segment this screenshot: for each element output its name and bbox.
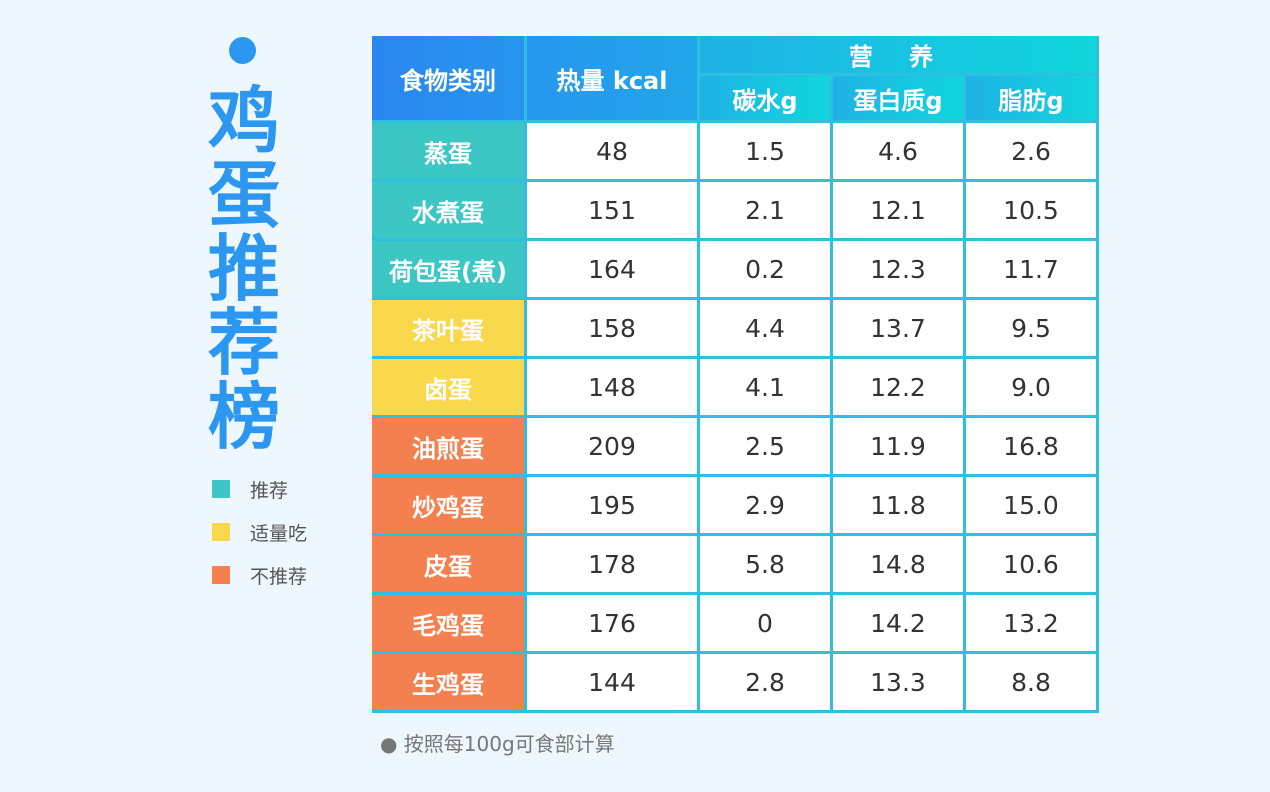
carbs-cell: 2.9 <box>700 477 833 536</box>
name-cell: 蒸蛋 <box>372 123 527 182</box>
header-category: 食物类别 <box>372 36 527 123</box>
protein-cell: 14.2 <box>833 595 966 654</box>
egg-nutrition-table: 食物类别 热量 kcal 营 养 碳水g 蛋白质g 脂肪g 蒸蛋 48 1.5 4.6… <box>372 36 1100 713</box>
legend-label: 推荐 <box>250 479 289 502</box>
calories-cell: 176 <box>527 595 700 654</box>
table-row: 茶叶蛋 158 4.4 13.7 9.5 <box>372 300 1100 359</box>
page-title: 鸡蛋推荐榜 <box>204 84 284 454</box>
fat-cell: 10.5 <box>966 182 1100 241</box>
title-char: 推 <box>207 227 280 311</box>
protein-cell: 12.3 <box>833 241 966 300</box>
fat-cell: 15.0 <box>966 477 1100 536</box>
calories-cell: 151 <box>527 182 700 241</box>
table-row: 蒸蛋 48 1.5 4.6 2.6 <box>372 123 1100 182</box>
fat-cell: 9.5 <box>966 300 1100 359</box>
carbs-cell: 2.1 <box>700 182 833 241</box>
footnote: ● 按照每100g可食部计算 <box>380 732 615 756</box>
protein-cell: 13.3 <box>833 654 966 713</box>
protein-cell: 12.2 <box>833 359 966 418</box>
name-cell: 生鸡蛋 <box>372 654 527 713</box>
fat-cell: 11.7 <box>966 241 1100 300</box>
legend-swatch <box>212 480 230 498</box>
carbs-cell: 4.4 <box>700 300 833 359</box>
legend-label: 不推荐 <box>250 565 308 588</box>
table-row: 卤蛋 148 4.1 12.2 9.0 <box>372 359 1100 418</box>
header-nutrition-group: 营 养 <box>700 36 1100 76</box>
carbs-cell: 2.5 <box>700 418 833 477</box>
name-cell: 卤蛋 <box>372 359 527 418</box>
legend-item: 适量吃 <box>212 521 308 545</box>
calories-cell: 195 <box>527 477 700 536</box>
fat-cell: 2.6 <box>966 123 1100 182</box>
header-carbs: 碳水g <box>700 76 833 123</box>
carbs-cell: 0.2 <box>700 241 833 300</box>
fat-cell: 10.6 <box>966 536 1100 595</box>
title-char: 榜 <box>207 375 280 459</box>
name-cell: 油煎蛋 <box>372 418 527 477</box>
calories-cell: 209 <box>527 418 700 477</box>
carbs-cell: 0 <box>700 595 833 654</box>
carbs-cell: 5.8 <box>700 536 833 595</box>
protein-cell: 11.8 <box>833 477 966 536</box>
table-row: 毛鸡蛋 176 0 14.2 13.2 <box>372 595 1100 654</box>
table-row: 炒鸡蛋 195 2.9 11.8 15.0 <box>372 477 1100 536</box>
name-cell: 水煮蛋 <box>372 182 527 241</box>
title-char: 荐 <box>207 301 280 385</box>
fat-cell: 8.8 <box>966 654 1100 713</box>
title-char: 鸡 <box>207 79 280 163</box>
protein-cell: 13.7 <box>833 300 966 359</box>
fat-cell: 13.2 <box>966 595 1100 654</box>
name-cell: 毛鸡蛋 <box>372 595 527 654</box>
table-row: 荷包蛋(煮) 164 0.2 12.3 11.7 <box>372 241 1100 300</box>
calories-cell: 178 <box>527 536 700 595</box>
calories-cell: 144 <box>527 654 700 713</box>
header-calories: 热量 kcal <box>527 36 700 123</box>
calories-cell: 148 <box>527 359 700 418</box>
legend-label: 适量吃 <box>250 522 308 545</box>
carbs-cell: 2.8 <box>700 654 833 713</box>
protein-cell: 14.8 <box>833 536 966 595</box>
table-row: 皮蛋 178 5.8 14.8 10.6 <box>372 536 1100 595</box>
carbs-cell: 4.1 <box>700 359 833 418</box>
fat-cell: 16.8 <box>966 418 1100 477</box>
calories-cell: 48 <box>527 123 700 182</box>
name-cell: 荷包蛋(煮) <box>372 241 527 300</box>
title-dot-icon <box>229 37 256 64</box>
carbs-cell: 1.5 <box>700 123 833 182</box>
protein-cell: 11.9 <box>833 418 966 477</box>
protein-cell: 4.6 <box>833 123 966 182</box>
table-row: 生鸡蛋 144 2.8 13.3 8.8 <box>372 654 1100 713</box>
legend-item: 不推荐 <box>212 564 308 588</box>
header-fat: 脂肪g <box>966 76 1100 123</box>
header-protein: 蛋白质g <box>833 76 966 123</box>
legend: 推荐 适量吃 不推荐 <box>212 478 307 607</box>
title-char: 蛋 <box>207 153 280 237</box>
name-cell: 茶叶蛋 <box>372 300 527 359</box>
legend-item: 推荐 <box>212 478 307 502</box>
calories-cell: 158 <box>527 300 700 359</box>
fat-cell: 9.0 <box>966 359 1100 418</box>
name-cell: 皮蛋 <box>372 536 527 595</box>
legend-swatch <box>212 566 230 584</box>
table-row: 水煮蛋 151 2.1 12.1 10.5 <box>372 182 1100 241</box>
legend-swatch <box>212 523 230 541</box>
calories-cell: 164 <box>527 241 700 300</box>
table-body: 蒸蛋 48 1.5 4.6 2.6 水煮蛋 151 2.1 12.1 10.5 荷包蛋(煮) 164 0… <box>372 123 1100 713</box>
name-cell: 炒鸡蛋 <box>372 477 527 536</box>
protein-cell: 12.1 <box>833 182 966 241</box>
table-row: 油煎蛋 209 2.5 11.9 16.8 <box>372 418 1100 477</box>
